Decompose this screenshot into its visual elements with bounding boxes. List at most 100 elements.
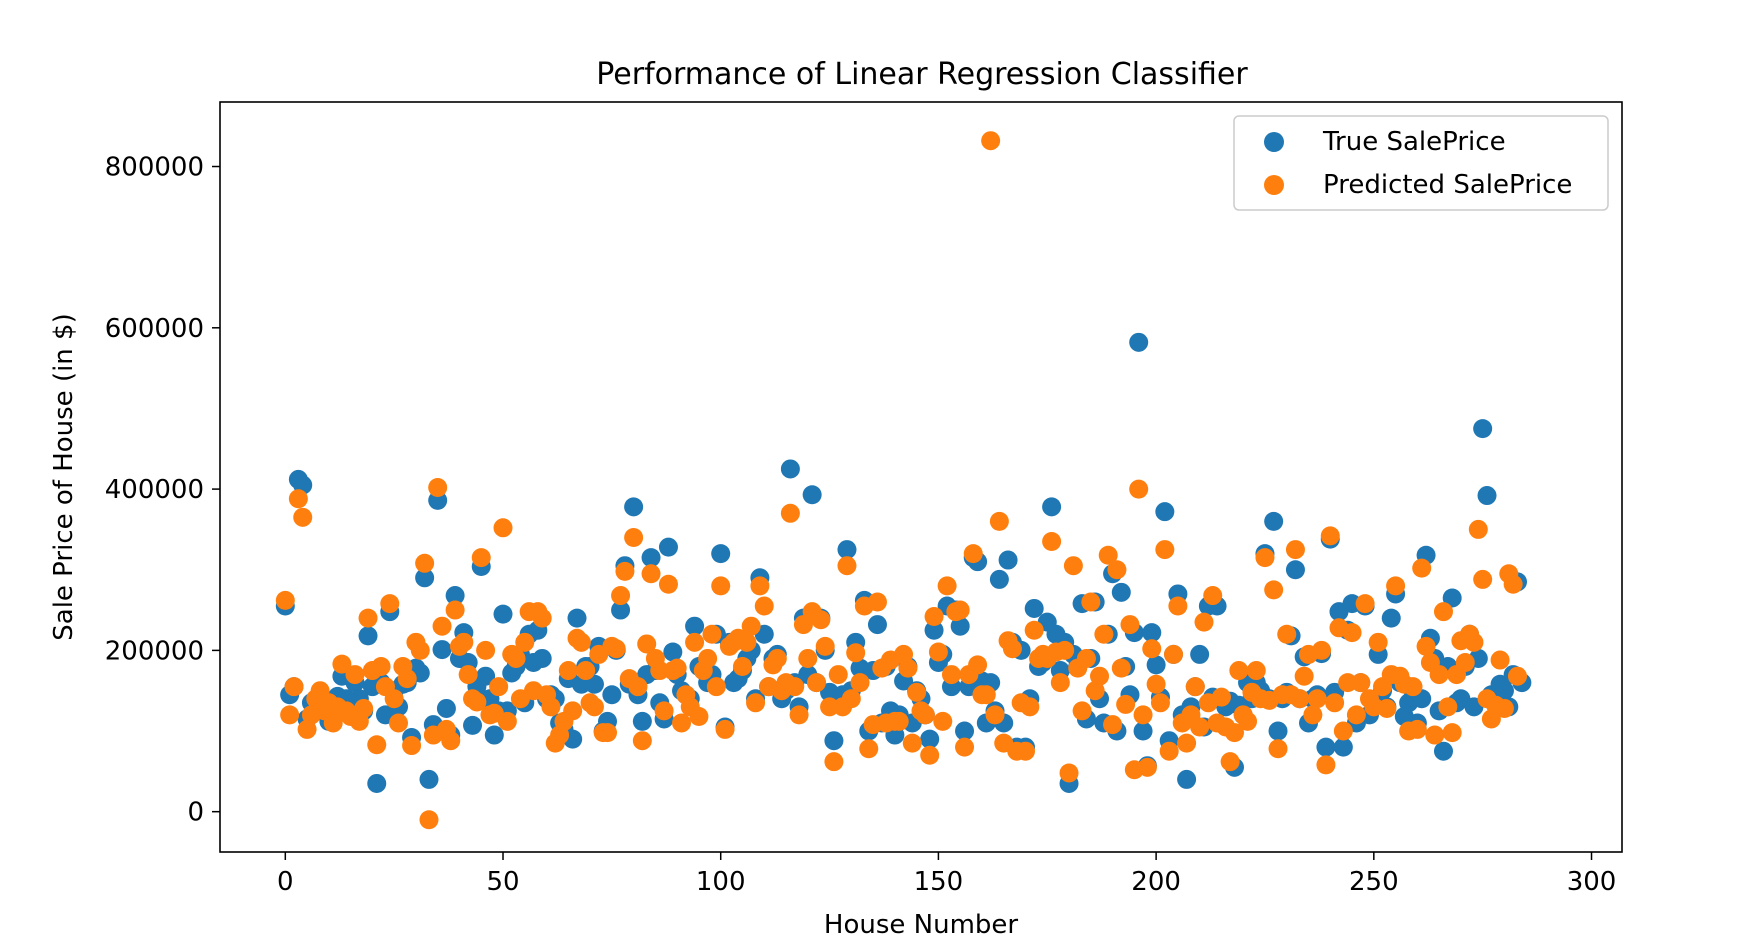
predicted-price-point <box>1468 519 1488 539</box>
true-price-point <box>1024 598 1044 618</box>
predicted-price-point <box>428 477 448 497</box>
y-tick-label: 600000 <box>105 314 204 344</box>
x-axis-label: House Number <box>824 910 1018 936</box>
predicted-price-point <box>889 711 909 731</box>
predicted-price-point <box>841 689 861 709</box>
true-price-point <box>641 548 661 568</box>
predicted-price-point <box>1063 556 1083 576</box>
true-price-point <box>602 685 622 705</box>
true-price-point <box>358 626 378 646</box>
true-price-point <box>1381 608 1401 628</box>
predicted-price-point <box>1107 560 1127 580</box>
predicted-price-point <box>937 576 957 596</box>
predicted-price-point <box>1455 652 1475 672</box>
true-price-point <box>780 459 800 479</box>
true-price-point <box>432 640 452 660</box>
predicted-price-point <box>389 713 409 733</box>
predicted-price-point <box>1137 757 1157 777</box>
predicted-price-point <box>754 596 774 616</box>
predicted-price-point <box>598 723 618 743</box>
x-tick-label: 200 <box>1131 867 1181 897</box>
predicted-price-point <box>441 731 461 751</box>
true-price-point <box>802 485 822 505</box>
predicted-price-point <box>658 574 678 594</box>
predicted-price-point <box>732 657 752 677</box>
legend-marker-true <box>1264 132 1284 152</box>
predicted-price-point <box>1333 721 1353 741</box>
predicted-price-point <box>785 677 805 697</box>
predicted-price-point <box>1403 677 1423 697</box>
y-tick-label: 0 <box>187 798 204 828</box>
predicted-price-point <box>1412 558 1432 578</box>
predicted-price-point <box>415 553 435 573</box>
true-price-point <box>1285 560 1305 580</box>
predicted-price-point <box>1407 719 1427 739</box>
predicted-price-point <box>1294 666 1314 686</box>
predicted-price-point <box>928 642 948 662</box>
predicted-price-point <box>985 705 1005 725</box>
true-price-point <box>1268 721 1288 741</box>
y-tick-label: 400000 <box>105 475 204 505</box>
true-price-point <box>658 537 678 557</box>
predicted-price-point <box>410 640 430 660</box>
predicted-price-point <box>1002 639 1022 659</box>
predicted-price-point <box>563 701 583 721</box>
predicted-price-point <box>332 654 352 674</box>
true-price-point <box>445 586 465 606</box>
predicted-price-point <box>489 677 509 697</box>
predicted-price-point <box>1312 640 1332 660</box>
data-points <box>275 131 1532 830</box>
predicted-price-point <box>1464 632 1484 652</box>
predicted-price-point <box>1307 689 1327 709</box>
predicted-price-point <box>297 719 317 739</box>
predicted-price-point <box>650 661 670 681</box>
true-price-point <box>1473 419 1493 439</box>
predicted-price-point <box>1342 623 1362 643</box>
true-price-point <box>624 497 644 517</box>
tick-layer: 0 50 100 150 200 250 300 0 200000 400000 600000 800… <box>105 153 1617 897</box>
predicted-price-point <box>632 731 652 751</box>
predicted-price-point <box>493 518 513 538</box>
predicted-price-point <box>1268 739 1288 759</box>
predicted-price-point <box>541 697 561 717</box>
true-price-point <box>1494 681 1514 701</box>
predicted-price-point <box>915 705 935 725</box>
predicted-price-point <box>828 665 848 685</box>
predicted-price-point <box>558 661 578 681</box>
plot-frame <box>219 101 1623 853</box>
predicted-price-point <box>715 719 735 739</box>
predicted-price-point <box>807 673 826 693</box>
predicted-price-point <box>1081 592 1101 612</box>
predicted-price-point <box>902 733 922 753</box>
predicted-price-point <box>1325 693 1345 713</box>
predicted-price-point <box>672 713 692 733</box>
predicted-price-point <box>981 131 1001 151</box>
y-tick-label: 200000 <box>105 636 204 666</box>
predicted-price-point <box>1098 545 1118 565</box>
predicted-price-point <box>702 624 722 644</box>
predicted-price-point <box>445 600 465 620</box>
predicted-price-point <box>1503 574 1523 594</box>
true-price-point <box>1155 502 1175 522</box>
true-price-point <box>463 715 483 735</box>
true-price-point <box>663 642 683 662</box>
predicted-price-point <box>1277 624 1297 644</box>
predicted-price-point <box>1220 752 1240 772</box>
predicted-price-point <box>1103 715 1123 735</box>
true-price-point <box>1177 769 1197 789</box>
predicted-price-point <box>358 608 378 628</box>
true-price-point <box>632 711 652 731</box>
predicted-price-point <box>1494 698 1514 718</box>
predicted-price-point <box>384 689 404 709</box>
predicted-price-point <box>820 697 840 717</box>
predicted-price-point <box>706 677 726 697</box>
true-price-point <box>611 600 631 620</box>
predicted-price-point <box>1076 648 1096 668</box>
predicted-price-point <box>497 711 517 731</box>
predicted-price-point <box>615 561 635 581</box>
predicted-price-point <box>1264 580 1284 600</box>
predicted-price-point <box>1211 687 1231 707</box>
true-price-point <box>1042 497 1062 517</box>
predicted-price-point <box>402 736 422 756</box>
true-price-point <box>955 721 975 741</box>
